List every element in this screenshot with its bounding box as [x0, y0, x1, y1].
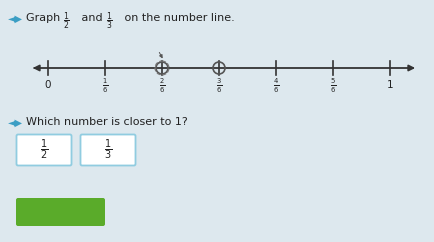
Text: Which number is closer to 1?: Which number is closer to 1? — [26, 117, 188, 127]
Text: $\frac{2}{6}$: $\frac{2}{6}$ — [159, 77, 165, 95]
Text: and: and — [78, 13, 106, 23]
Text: $\frac{1}{6}$: $\frac{1}{6}$ — [102, 77, 108, 95]
Text: $\frac{1}{3}$: $\frac{1}{3}$ — [104, 138, 112, 162]
Text: $\frac{1}{2}$: $\frac{1}{2}$ — [40, 138, 48, 162]
FancyBboxPatch shape — [16, 135, 72, 166]
FancyBboxPatch shape — [80, 135, 135, 166]
Text: $\frac{5}{6}$: $\frac{5}{6}$ — [330, 77, 336, 95]
Text: Submit: Submit — [37, 205, 84, 219]
Text: ◄▶: ◄▶ — [8, 14, 23, 24]
Text: ◄▶: ◄▶ — [8, 118, 23, 128]
Text: Graph: Graph — [26, 13, 64, 23]
FancyBboxPatch shape — [16, 198, 105, 226]
Text: $\frac{4}{6}$: $\frac{4}{6}$ — [273, 77, 279, 95]
Text: $1$: $1$ — [386, 78, 394, 90]
Text: $0$: $0$ — [44, 78, 52, 90]
Text: $\frac{1}{2}$: $\frac{1}{2}$ — [63, 11, 70, 32]
Text: $\frac{3}{6}$: $\frac{3}{6}$ — [216, 77, 222, 95]
Text: on the number line.: on the number line. — [121, 13, 235, 23]
Text: $\frac{1}{3}$: $\frac{1}{3}$ — [106, 11, 113, 32]
